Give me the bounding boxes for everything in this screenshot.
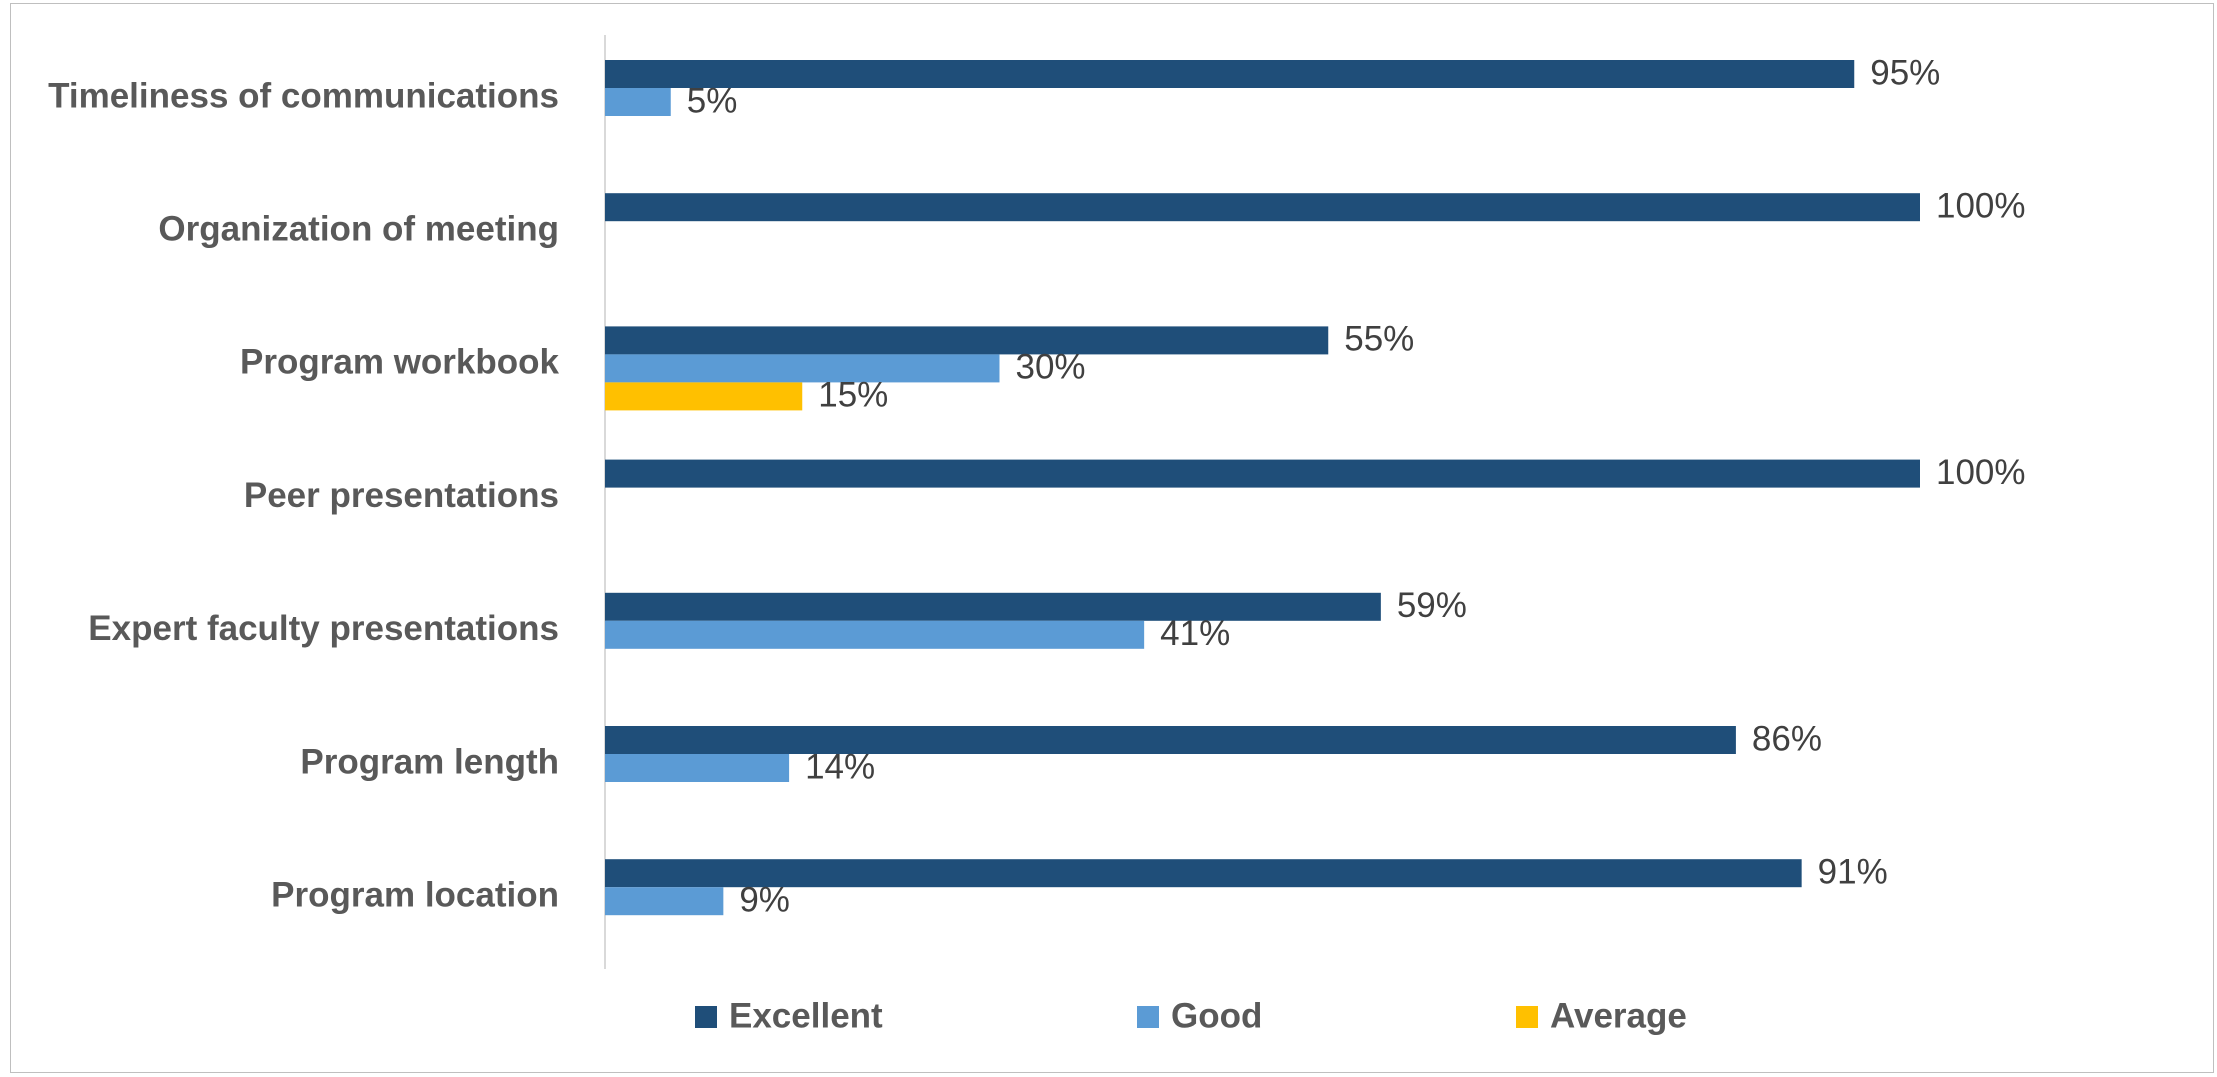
value-label-excellent-program-workbook: 55% (1344, 320, 1414, 359)
bar-excellent-timeliness-of-communications (605, 60, 1855, 88)
category-labels-layer: Timeliness of communications Organization… (48, 76, 559, 914)
bar-excellent-program-location (605, 859, 1802, 888)
legend-swatch-excellent (695, 1006, 717, 1028)
bar-good-timeliness-of-communications (605, 88, 671, 116)
value-label-average-program-workbook: 15% (818, 376, 888, 415)
category-label-program-location: Program location (271, 875, 559, 914)
value-label-good-expert-faculty-presentations: 41% (1160, 614, 1230, 653)
value-label-excellent-peer-presentations: 100% (1936, 453, 2026, 492)
value-label-excellent-organization-of-meeting: 100% (1936, 186, 2026, 225)
category-label-program-workbook: Program workbook (240, 343, 559, 382)
bar-excellent-program-length (605, 726, 1736, 754)
bar-excellent-program-workbook (605, 326, 1329, 355)
bar-excellent-organization-of-meeting (605, 193, 1920, 222)
value-labels-layer: 95% 5% 100% 55% 30% 15% 100% 59% 41% 86% 14% 91% 9% (687, 53, 2026, 919)
category-label-expert-faculty-presentations: Expert faculty presentations (88, 609, 559, 648)
value-label-excellent-expert-faculty-presentations: 59% (1397, 586, 1467, 625)
value-label-good-program-workbook: 30% (1016, 348, 1086, 387)
value-label-good-program-length: 14% (805, 747, 875, 786)
category-label-organization-of-meeting: Organization of meeting (158, 209, 559, 248)
value-label-excellent-program-length: 86% (1752, 719, 1822, 758)
legend-swatch-average (1516, 1006, 1538, 1028)
legend-label-excellent: Excellent (729, 996, 883, 1035)
category-label-timeliness-of-communications: Timeliness of communications (48, 76, 559, 115)
bar-good-expert-faculty-presentations (605, 620, 1145, 649)
bars-layer (605, 60, 1920, 916)
category-label-peer-presentations: Peer presentations (244, 476, 559, 515)
value-label-good-program-location: 9% (739, 880, 790, 919)
legend: Excellent Good Average (695, 996, 1687, 1035)
horizontal-bar-chart: Timeliness of communications Organization… (48, 35, 2026, 1035)
legend-label-good: Good (1171, 996, 1262, 1035)
bar-average-program-workbook (605, 382, 803, 411)
value-label-excellent-program-location: 91% (1818, 852, 1888, 891)
bar-good-program-location (605, 887, 724, 916)
category-label-program-length: Program length (300, 742, 559, 781)
value-label-good-timeliness-of-communications: 5% (687, 81, 738, 120)
chart-frame: Timeliness of communications Organization… (10, 3, 2214, 1073)
legend-label-average: Average (1550, 996, 1687, 1035)
bar-good-program-length (605, 754, 790, 782)
bar-excellent-peer-presentations (605, 459, 1920, 488)
legend-swatch-good (1137, 1006, 1159, 1028)
value-label-excellent-timeliness-of-communications: 95% (1870, 53, 1940, 92)
bar-excellent-expert-faculty-presentations (605, 592, 1381, 621)
bar-good-program-workbook (605, 354, 1000, 383)
